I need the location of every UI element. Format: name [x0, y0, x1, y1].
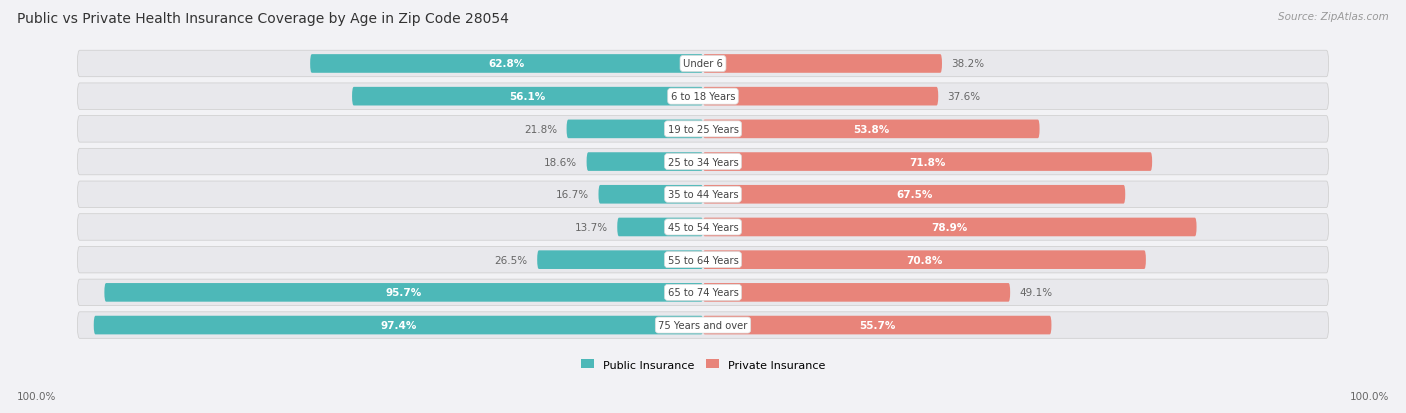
Text: Source: ZipAtlas.com: Source: ZipAtlas.com — [1278, 12, 1389, 22]
FancyBboxPatch shape — [77, 247, 1329, 273]
Text: 45 to 54 Years: 45 to 54 Years — [668, 223, 738, 233]
Text: 25 to 34 Years: 25 to 34 Years — [668, 157, 738, 167]
FancyBboxPatch shape — [617, 218, 703, 237]
FancyBboxPatch shape — [77, 51, 1329, 78]
Text: Public vs Private Health Insurance Coverage by Age in Zip Code 28054: Public vs Private Health Insurance Cover… — [17, 12, 509, 26]
FancyBboxPatch shape — [703, 185, 1125, 204]
FancyBboxPatch shape — [599, 185, 703, 204]
Text: 78.9%: 78.9% — [932, 223, 967, 233]
Text: 97.4%: 97.4% — [380, 320, 416, 330]
Text: 16.7%: 16.7% — [555, 190, 589, 200]
Text: 35 to 44 Years: 35 to 44 Years — [668, 190, 738, 200]
FancyBboxPatch shape — [586, 153, 703, 171]
Text: 65 to 74 Years: 65 to 74 Years — [668, 288, 738, 298]
Text: 56.1%: 56.1% — [509, 92, 546, 102]
FancyBboxPatch shape — [311, 55, 703, 74]
Text: 55 to 64 Years: 55 to 64 Years — [668, 255, 738, 265]
FancyBboxPatch shape — [94, 316, 703, 335]
Text: Under 6: Under 6 — [683, 59, 723, 69]
FancyBboxPatch shape — [77, 214, 1329, 241]
Legend: Public Insurance, Private Insurance: Public Insurance, Private Insurance — [576, 355, 830, 374]
FancyBboxPatch shape — [77, 280, 1329, 306]
FancyBboxPatch shape — [703, 251, 1146, 269]
Text: 53.8%: 53.8% — [853, 125, 890, 135]
Text: 100.0%: 100.0% — [17, 391, 56, 401]
FancyBboxPatch shape — [703, 55, 942, 74]
Text: 19 to 25 Years: 19 to 25 Years — [668, 125, 738, 135]
FancyBboxPatch shape — [104, 283, 703, 302]
FancyBboxPatch shape — [352, 88, 703, 106]
Text: 37.6%: 37.6% — [948, 92, 980, 102]
FancyBboxPatch shape — [77, 312, 1329, 339]
FancyBboxPatch shape — [77, 182, 1329, 208]
Text: 38.2%: 38.2% — [952, 59, 984, 69]
FancyBboxPatch shape — [703, 120, 1039, 139]
Text: 62.8%: 62.8% — [488, 59, 524, 69]
Text: 71.8%: 71.8% — [910, 157, 946, 167]
Text: 6 to 18 Years: 6 to 18 Years — [671, 92, 735, 102]
Text: 100.0%: 100.0% — [1350, 391, 1389, 401]
FancyBboxPatch shape — [567, 120, 703, 139]
Text: 49.1%: 49.1% — [1019, 288, 1053, 298]
FancyBboxPatch shape — [703, 283, 1010, 302]
Text: 70.8%: 70.8% — [907, 255, 942, 265]
Text: 18.6%: 18.6% — [544, 157, 578, 167]
FancyBboxPatch shape — [77, 116, 1329, 143]
Text: 95.7%: 95.7% — [385, 288, 422, 298]
FancyBboxPatch shape — [703, 218, 1197, 237]
Text: 67.5%: 67.5% — [896, 190, 932, 200]
Text: 13.7%: 13.7% — [575, 223, 607, 233]
Text: 55.7%: 55.7% — [859, 320, 896, 330]
FancyBboxPatch shape — [77, 149, 1329, 176]
Text: 21.8%: 21.8% — [524, 125, 557, 135]
FancyBboxPatch shape — [77, 84, 1329, 110]
FancyBboxPatch shape — [703, 88, 938, 106]
FancyBboxPatch shape — [537, 251, 703, 269]
FancyBboxPatch shape — [703, 316, 1052, 335]
FancyBboxPatch shape — [703, 153, 1152, 171]
Text: 26.5%: 26.5% — [495, 255, 527, 265]
Text: 75 Years and over: 75 Years and over — [658, 320, 748, 330]
